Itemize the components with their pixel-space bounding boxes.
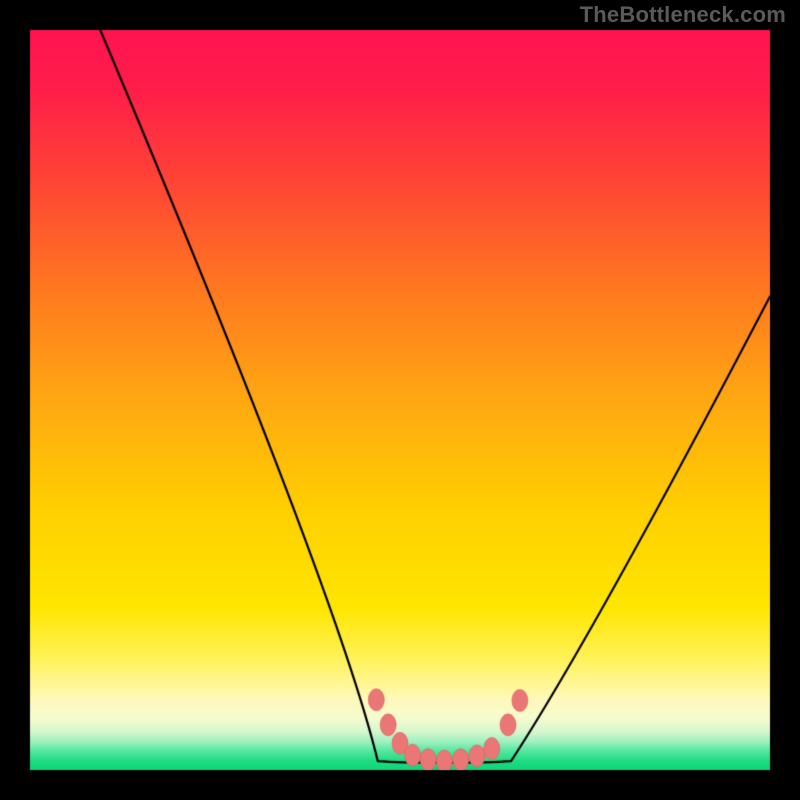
bottleneck-curve-overlay xyxy=(0,0,800,800)
chart-stage: TheBottleneck.com xyxy=(0,0,800,800)
